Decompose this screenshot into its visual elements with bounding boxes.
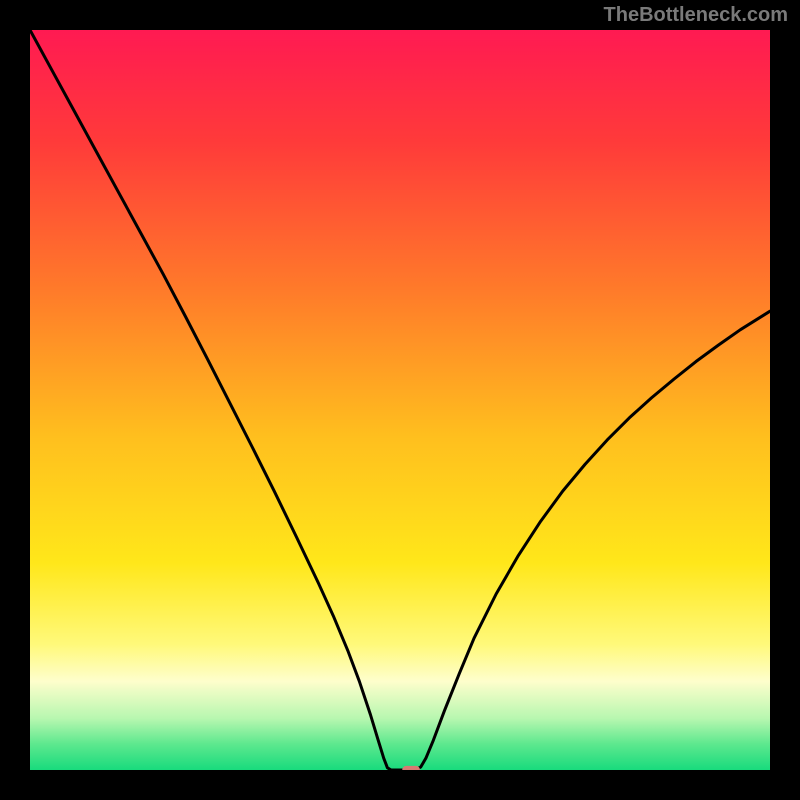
watermark-label: TheBottleneck.com [604, 4, 788, 27]
plot-border [0, 770, 800, 800]
plot-border [0, 0, 30, 800]
bottleneck-chart [0, 0, 800, 800]
plot-border [770, 0, 800, 800]
chart-container: TheBottleneck.com [0, 0, 800, 800]
plot-background [30, 30, 770, 770]
